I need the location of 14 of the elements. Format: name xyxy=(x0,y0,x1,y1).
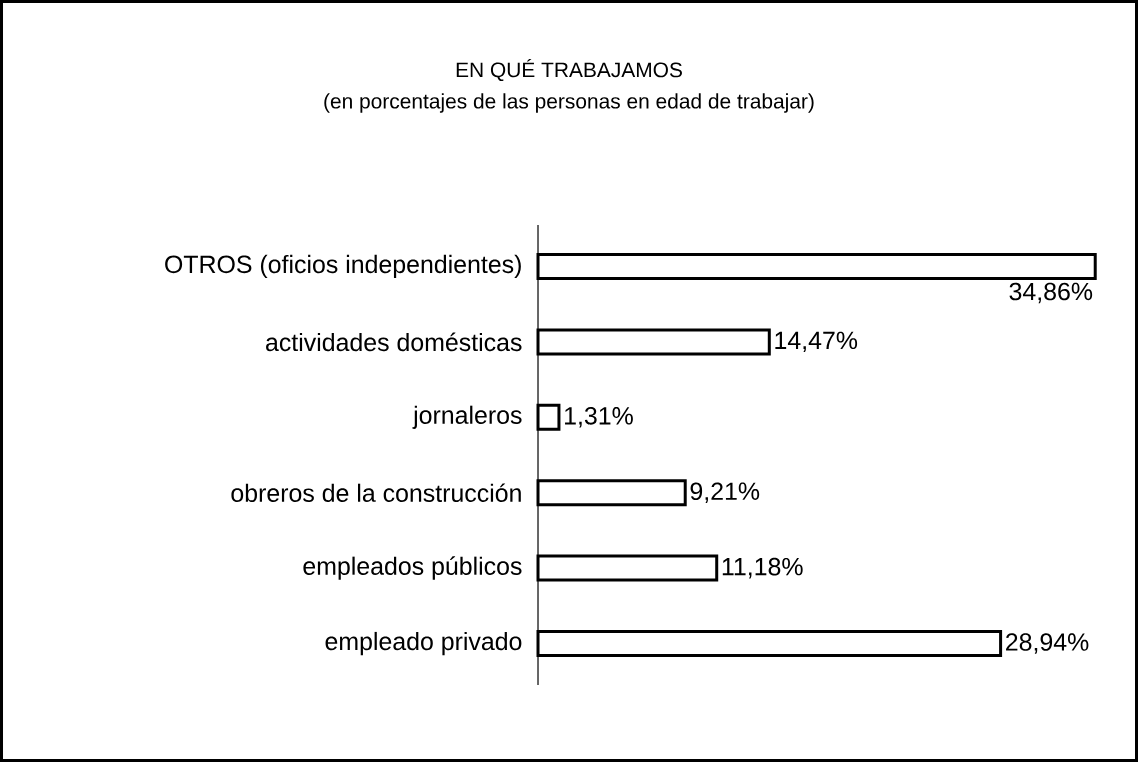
y-tick-label: empleados públicos xyxy=(303,556,522,580)
data-label: 34,86% xyxy=(1009,282,1093,304)
y-tick-label: empleado privado xyxy=(325,631,522,656)
data-label: 11,18% xyxy=(722,557,803,579)
chart-title: EN QUÉ TRABAJAMOS xyxy=(456,58,682,82)
data-label: 14,47% xyxy=(775,331,858,353)
y-tick-label: jornaleros xyxy=(412,405,522,429)
y-tick-label: actividades domésticas xyxy=(266,332,522,352)
data-label: 9,21% xyxy=(690,482,760,503)
y-tick-label: OTROS (oficios independientes) xyxy=(165,254,521,279)
data-label: 1,31% xyxy=(565,407,633,428)
data-label: 28,94% xyxy=(1006,633,1089,654)
y-tick-label: obreros de la construcción xyxy=(231,483,521,502)
chart-subtitle: (en porcentajes de las personas en edad de trabajar) xyxy=(324,93,814,113)
